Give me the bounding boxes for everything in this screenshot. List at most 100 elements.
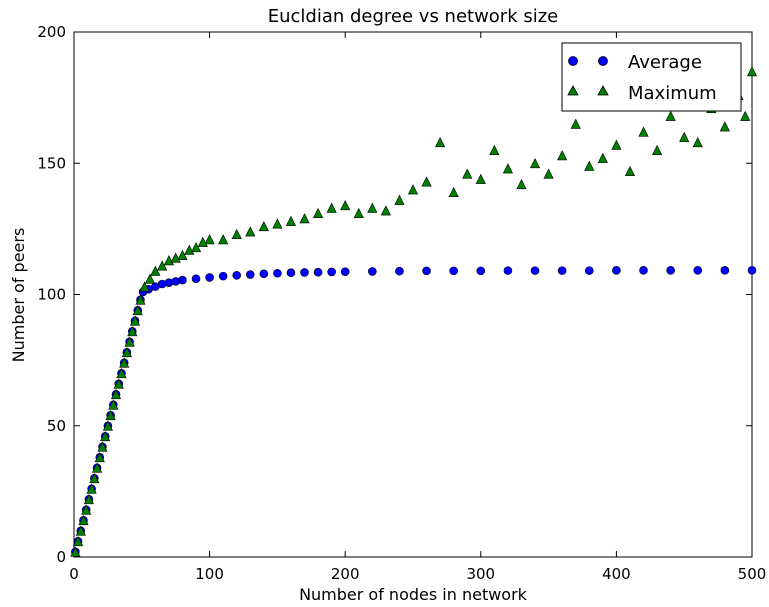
- maximum-point: [231, 228, 242, 240]
- average-point: [693, 266, 703, 275]
- average-point: [327, 267, 336, 277]
- maximum-point: [81, 504, 92, 515]
- y-tick-label: 200: [37, 23, 66, 41]
- maximum-point: [312, 207, 324, 219]
- maximum-point: [97, 441, 108, 452]
- average-point: [286, 268, 296, 278]
- average-point: [422, 266, 431, 276]
- maximum-point: [129, 315, 141, 326]
- axis-ticks: 0 100 200 300 400 500 0 50 100 150 200: [37, 23, 766, 583]
- legend-maximum-marker: [597, 85, 609, 96]
- average-point: [245, 270, 255, 279]
- data-points: [70, 66, 758, 557]
- average-point: [178, 275, 187, 285]
- maximum-point: [124, 336, 135, 347]
- average-point: [273, 268, 282, 278]
- legend-maximum-marker: [567, 85, 579, 96]
- average-point: [232, 271, 242, 280]
- average-point: [300, 268, 309, 277]
- maximum-point: [421, 176, 432, 187]
- maximum-point: [543, 168, 554, 179]
- x-tick-label: 0: [69, 565, 79, 583]
- maximum-point: [340, 199, 351, 211]
- maximum-point: [127, 325, 138, 337]
- x-tick-label: 100: [195, 565, 224, 583]
- maximum-point: [139, 281, 150, 292]
- average-point: [395, 266, 404, 276]
- maximum-point: [113, 378, 124, 389]
- maximum-point: [89, 472, 100, 484]
- maximum-point: [584, 160, 595, 171]
- maximum-point: [638, 126, 649, 137]
- plot-area: [73, 31, 753, 558]
- maximum-point: [740, 110, 751, 121]
- maximum-point: [170, 252, 181, 263]
- maximum-point: [190, 241, 202, 253]
- maximum-point: [679, 131, 690, 142]
- maximum-point: [100, 430, 111, 442]
- average-point: [476, 266, 486, 276]
- maximum-point: [651, 144, 663, 156]
- maximum-point: [380, 205, 391, 216]
- maximum-point: [272, 218, 283, 229]
- average-point: [612, 266, 621, 275]
- maximum-point: [150, 265, 161, 276]
- maximum-point: [529, 157, 541, 169]
- maximum-point: [116, 367, 127, 379]
- maximum-point: [299, 213, 310, 224]
- maximum-point: [105, 409, 116, 421]
- maximum-point: [119, 357, 130, 368]
- maximum-point: [692, 136, 703, 148]
- maximum-point: [570, 118, 581, 129]
- legend-average-marker: [568, 56, 578, 66]
- maximum-point: [108, 399, 119, 410]
- chart-title: Eucldian degree vs network size: [268, 6, 559, 27]
- maximum-point: [132, 304, 143, 316]
- average-point: [313, 267, 323, 277]
- average-point: [368, 267, 377, 276]
- y-tick-label: 150: [37, 154, 66, 172]
- legend-box: [561, 42, 742, 112]
- maximum-point: [665, 110, 676, 121]
- average-point: [218, 271, 228, 281]
- maximum-point: [197, 236, 208, 247]
- maximum-point: [184, 244, 195, 255]
- average-point: [639, 266, 648, 275]
- maximum-point: [135, 294, 146, 305]
- maximum-point: [121, 346, 132, 358]
- maximum-point: [489, 144, 500, 156]
- maximum-point: [597, 152, 608, 163]
- average-point: [191, 274, 201, 284]
- maximum-point: [70, 546, 81, 557]
- maximum-point: [462, 168, 473, 179]
- maximum-point: [110, 388, 122, 400]
- maximum-point: [624, 165, 636, 177]
- maximum-point: [102, 420, 113, 431]
- maximum-point: [407, 184, 419, 195]
- y-tick-label: 100: [37, 286, 66, 304]
- maximum-point: [177, 249, 188, 261]
- maximum-point: [144, 273, 156, 284]
- maximum-point: [285, 215, 297, 226]
- maximum-point: [78, 514, 89, 526]
- legend-average-marker: [598, 56, 608, 66]
- maximum-point: [367, 202, 378, 213]
- maximum-point: [326, 202, 337, 213]
- maximum-point: [435, 136, 446, 148]
- x-tick-label: 500: [738, 565, 767, 583]
- maximum-point: [163, 255, 175, 266]
- average-point: [747, 266, 757, 275]
- maximum-point: [353, 207, 364, 219]
- maximum-point: [611, 139, 622, 150]
- maximum-point: [245, 226, 256, 237]
- maximum-point: [258, 220, 269, 232]
- x-tick-label: 200: [331, 565, 360, 583]
- average-point: [503, 266, 513, 275]
- maximum-point: [218, 234, 229, 245]
- maximum-point: [394, 194, 405, 205]
- x-tick-label: 400: [602, 565, 631, 583]
- maximum-point: [475, 173, 486, 184]
- average-point: [557, 266, 567, 275]
